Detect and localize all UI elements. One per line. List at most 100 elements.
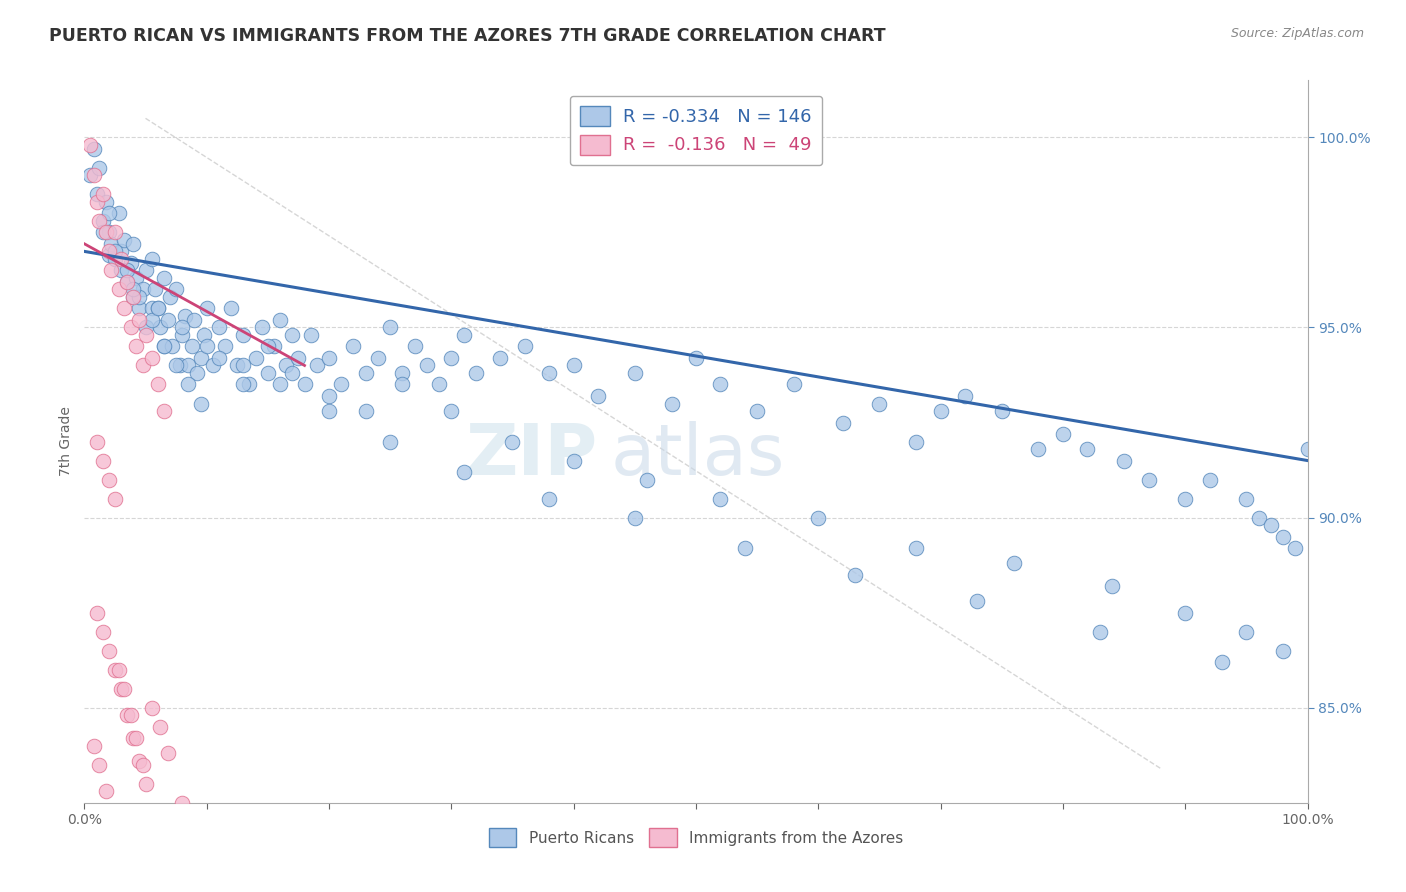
Point <box>83 739 105 753</box>
Point <box>905 541 928 555</box>
Point <box>208 351 231 365</box>
Point <box>281 328 304 343</box>
Point <box>153 339 176 353</box>
Point <box>330 377 353 392</box>
Point <box>245 351 267 365</box>
Point <box>104 244 127 259</box>
Point <box>156 313 179 327</box>
Point <box>165 359 187 373</box>
Point <box>112 233 135 247</box>
Point <box>135 328 157 343</box>
Point <box>404 339 426 353</box>
Point <box>132 359 155 373</box>
Point <box>91 453 114 467</box>
Point <box>122 731 145 746</box>
Point <box>172 796 194 810</box>
Point <box>177 377 200 392</box>
Point <box>232 328 254 343</box>
Point <box>636 473 658 487</box>
Point <box>83 169 105 183</box>
Point <box>177 359 200 373</box>
Point <box>953 389 976 403</box>
Point <box>1296 442 1319 457</box>
Point <box>153 339 176 353</box>
Point <box>86 187 108 202</box>
Point <box>257 366 280 380</box>
Point <box>1174 491 1197 506</box>
Point <box>91 226 114 240</box>
Point <box>586 389 609 403</box>
Point <box>391 366 413 380</box>
Point <box>104 226 127 240</box>
Point <box>86 194 108 209</box>
Point <box>342 339 364 353</box>
Point <box>172 328 194 343</box>
Point <box>149 720 172 734</box>
Point <box>440 351 463 365</box>
Point <box>190 396 212 410</box>
Point <box>96 226 118 240</box>
Point <box>219 301 242 316</box>
Point <box>146 301 169 316</box>
Point <box>844 567 866 582</box>
Point <box>869 396 891 410</box>
Point <box>79 169 101 183</box>
Point <box>132 757 155 772</box>
Point <box>143 282 166 296</box>
Point <box>104 252 127 266</box>
Point <box>624 366 647 380</box>
Point <box>112 301 135 316</box>
Point <box>1236 491 1258 506</box>
Point <box>135 777 157 791</box>
Point <box>1101 579 1123 593</box>
Point <box>269 313 291 327</box>
Point <box>709 491 731 506</box>
Point <box>122 282 145 296</box>
Point <box>83 142 105 156</box>
Point <box>141 313 163 327</box>
Point <box>110 681 132 696</box>
Point <box>115 275 138 289</box>
Point <box>91 187 114 202</box>
Point <box>156 747 179 761</box>
Point <box>97 643 120 657</box>
Point <box>1028 442 1050 457</box>
Point <box>128 754 150 768</box>
Point <box>807 510 830 524</box>
Point <box>513 339 536 353</box>
Point <box>104 663 127 677</box>
Point <box>1002 556 1025 570</box>
Point <box>538 366 561 380</box>
Point <box>112 681 135 696</box>
Point <box>1284 541 1306 555</box>
Point <box>96 194 118 209</box>
Point <box>159 290 181 304</box>
Point <box>709 377 731 392</box>
Point <box>190 351 212 365</box>
Point <box>991 404 1014 418</box>
Point <box>96 784 118 798</box>
Point <box>1247 510 1270 524</box>
Point <box>783 377 806 392</box>
Point <box>146 301 169 316</box>
Point <box>440 404 463 418</box>
Point <box>173 309 195 323</box>
Point <box>125 731 148 746</box>
Point <box>128 301 150 316</box>
Point <box>149 320 172 334</box>
Point <box>110 244 132 259</box>
Point <box>162 339 184 353</box>
Point <box>1272 643 1295 657</box>
Point <box>122 290 145 304</box>
Point <box>181 339 204 353</box>
Point <box>183 313 205 327</box>
Point <box>91 624 114 639</box>
Point <box>831 416 853 430</box>
Point <box>128 290 150 304</box>
Point <box>685 351 707 365</box>
Point <box>107 206 129 220</box>
Point <box>135 263 157 277</box>
Point <box>115 263 138 277</box>
Point <box>115 275 138 289</box>
Point <box>287 351 309 365</box>
